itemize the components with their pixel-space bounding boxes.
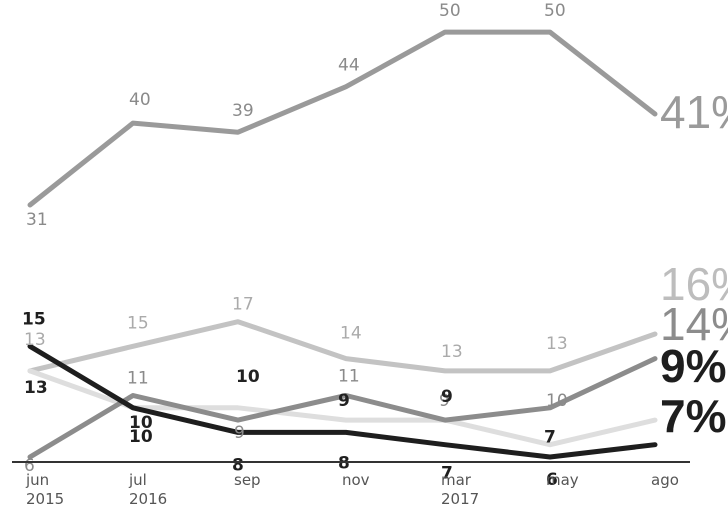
data-label-s4-p4: 9 bbox=[338, 391, 350, 411]
x-tick-label-3: sep bbox=[234, 471, 261, 489]
series-lines bbox=[27, 29, 658, 460]
data-label-s5-p4: 8 bbox=[338, 453, 350, 473]
x-tick-label-7: ago bbox=[651, 471, 679, 489]
end-label-s1: 41% bbox=[660, 86, 728, 138]
data-label-s1-p5: 50 bbox=[439, 1, 461, 21]
series-line-3 bbox=[27, 356, 658, 460]
data-label-s2-p4: 14 bbox=[340, 324, 362, 344]
data-label-s3-p2: 11 bbox=[127, 369, 149, 389]
data-label-s4-p5: 9 bbox=[441, 387, 453, 407]
end-label-s3: 14% bbox=[660, 298, 728, 350]
data-label-s1-p6: 50 bbox=[544, 1, 566, 21]
x-tick-label-4: nov bbox=[342, 471, 370, 489]
data-label-s2-p1: 13 bbox=[24, 330, 46, 350]
data-label-s2-p2: 15 bbox=[127, 313, 149, 333]
data-label-s5-p6: 6 bbox=[546, 470, 558, 490]
data-label-s3-p3: 9 bbox=[234, 423, 245, 443]
x-tick-label-1: jun bbox=[25, 471, 49, 489]
data-label-s5-p2: 10 bbox=[129, 427, 153, 447]
data-label-s3-p1: 6 bbox=[24, 456, 35, 476]
data-label-s4-p6: 7 bbox=[544, 428, 556, 448]
data-label-s1-p2: 40 bbox=[129, 90, 151, 110]
end-label-s4: 9% bbox=[660, 340, 726, 392]
end-label-s5: 7% bbox=[660, 390, 726, 442]
data-label-s5-p3: 8 bbox=[232, 455, 244, 475]
data-label-s4-p2: 10 bbox=[129, 413, 153, 433]
x-tick-year-2: 2016 bbox=[129, 490, 167, 508]
data-label-s4-p3: 10 bbox=[236, 367, 260, 387]
data-label-s3-p5: 9 bbox=[439, 391, 450, 411]
data-label-s1-p3: 39 bbox=[232, 101, 254, 121]
end-label-s2: 16% bbox=[660, 258, 728, 310]
data-label-s3-p4: 11 bbox=[338, 367, 360, 387]
data-label-s2-p6: 13 bbox=[546, 334, 568, 354]
data-label-s2-p3: 17 bbox=[232, 295, 254, 315]
series-line-1 bbox=[27, 29, 658, 208]
data-label-s4-p1: 13 bbox=[24, 378, 48, 398]
data-label-s1-p1: 31 bbox=[26, 210, 48, 230]
data-label-s5-p1: 15 bbox=[22, 309, 46, 329]
data-label-s3-p6: 10 bbox=[546, 391, 568, 411]
series-line-2 bbox=[27, 319, 658, 374]
data-label-s5-p5: 7 bbox=[441, 464, 453, 484]
end-labels: 41% 16%14%9%7% bbox=[660, 86, 728, 442]
x-tick-label-2: jul bbox=[128, 471, 147, 489]
x-tick-label-6: may bbox=[546, 471, 579, 489]
x-tick-label-5: mar bbox=[441, 471, 472, 489]
x-tick-year-5: 2017 bbox=[441, 490, 479, 508]
x-tick-year-1: 2015 bbox=[26, 490, 64, 508]
series-line-5 bbox=[27, 343, 658, 460]
data-label-s1-p4: 44 bbox=[338, 56, 360, 76]
data-label-s2-p5: 13 bbox=[441, 342, 463, 362]
